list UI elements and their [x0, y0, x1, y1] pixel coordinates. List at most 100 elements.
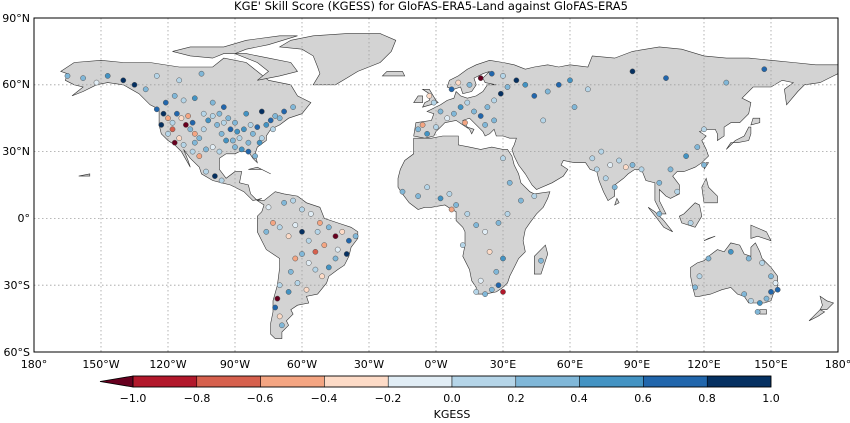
station-marker	[462, 119, 468, 126]
station-marker	[165, 115, 171, 122]
colorbar-tick-label: −0.8	[184, 392, 211, 405]
landmass	[703, 235, 716, 241]
colorbar-bin	[132, 375, 198, 388]
station-marker	[500, 255, 506, 262]
station-marker	[540, 117, 547, 124]
station-marker	[196, 153, 203, 159]
station-marker	[488, 70, 495, 77]
station-marker	[433, 124, 439, 130]
station-marker	[399, 188, 406, 195]
station-marker	[196, 135, 203, 142]
colorbar-bin	[579, 375, 644, 388]
station-marker	[218, 177, 225, 184]
station-marker	[214, 122, 220, 128]
colorbar-tick-label: 0.8	[698, 392, 716, 405]
station-marker	[513, 77, 520, 84]
station-marker	[299, 206, 305, 213]
station-marker	[687, 220, 694, 226]
station-marker	[506, 179, 513, 186]
colorbar-outline	[132, 375, 772, 388]
station-marker	[571, 104, 578, 110]
station-marker	[171, 139, 178, 146]
landmass	[647, 207, 673, 233]
station-marker	[294, 280, 301, 286]
station-marker	[774, 286, 781, 293]
map-frame	[33, 17, 839, 353]
station-marker	[754, 309, 761, 315]
landmass	[750, 224, 772, 242]
colorbar-tick-label: −0.2	[375, 392, 402, 405]
landmass	[726, 126, 752, 150]
latitude-labels: 90°N 60°N 30°N 0° 30°S 60°S	[2, 12, 30, 359]
station-marker	[285, 233, 292, 240]
station-marker	[759, 260, 765, 266]
station-marker	[622, 164, 629, 171]
landmass	[381, 71, 406, 77]
station-marker	[727, 248, 734, 255]
station-marker	[281, 199, 287, 206]
lon-label: 120°E	[687, 358, 720, 371]
landmass	[78, 173, 91, 177]
station-marker	[457, 104, 464, 110]
station-marker	[683, 153, 689, 159]
lat-label: 0°	[18, 212, 31, 225]
station-marker	[180, 142, 187, 148]
station-marker	[220, 104, 227, 110]
station-marker	[346, 237, 352, 244]
lon-label: 150°W	[82, 358, 119, 371]
station-marker	[477, 277, 484, 284]
station-marker	[191, 139, 198, 146]
station-marker	[212, 173, 218, 179]
station-marker	[299, 228, 305, 235]
station-marker	[198, 70, 205, 77]
station-marker	[169, 126, 176, 133]
station-marker	[305, 260, 312, 266]
colorbar-bin	[260, 375, 325, 388]
station-marker	[484, 104, 491, 110]
station-marker	[504, 84, 511, 90]
landmass	[614, 197, 620, 206]
station-marker	[319, 273, 325, 280]
station-marker	[120, 77, 127, 84]
station-marker	[696, 273, 703, 280]
station-marker	[477, 113, 484, 119]
colorbar-bin	[451, 375, 517, 388]
colorbar-tick-label: 0.0	[443, 392, 461, 405]
station-marker	[332, 233, 339, 240]
lat-label: 30°N	[2, 145, 30, 158]
station-marker	[272, 304, 279, 311]
station-marker	[482, 291, 488, 297]
colorbar-tick-label: 1.0	[762, 392, 780, 405]
station-marker	[497, 90, 504, 97]
lon-label: 90°E	[624, 358, 650, 371]
station-marker	[258, 108, 265, 115]
colorbar-tick-label: −0.4	[311, 392, 338, 405]
colorbar-tick-label: 0.4	[570, 392, 588, 405]
station-marker	[473, 222, 480, 228]
station-marker	[424, 130, 430, 137]
station-marker	[692, 284, 698, 291]
colorbar-extend-arrow	[99, 375, 134, 388]
station-marker	[171, 93, 178, 99]
station-marker	[290, 104, 296, 110]
station-marker	[567, 77, 573, 84]
station-marker	[426, 93, 433, 99]
station-marker	[437, 195, 444, 202]
station-marker	[245, 148, 252, 155]
station-marker	[236, 135, 243, 142]
colorbar: −1.0 −0.8 −0.6 −0.4 −0.2 0.0 0.2 0.4 0.6…	[99, 375, 780, 421]
station-marker	[555, 81, 562, 88]
station-marker	[238, 146, 245, 153]
station-marker	[225, 115, 232, 122]
station-marker	[185, 113, 191, 119]
station-marker	[451, 110, 457, 117]
station-marker	[247, 122, 254, 128]
station-marker	[694, 144, 701, 150]
station-marker	[538, 257, 544, 264]
station-marker	[189, 119, 196, 126]
station-marker	[223, 137, 229, 144]
colorbar-bin	[643, 375, 708, 388]
station-marker	[292, 222, 299, 228]
lat-label: 30°S	[4, 279, 30, 292]
station-marker	[482, 228, 488, 235]
